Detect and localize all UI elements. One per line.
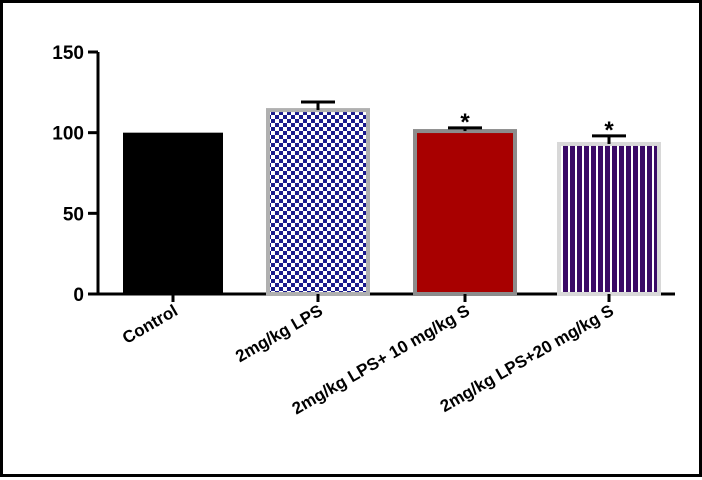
bar-3: [557, 141, 661, 296]
y-tick-label: 150: [52, 43, 84, 64]
y-tick-label: 100: [52, 124, 84, 145]
y-tick-label: 0: [73, 285, 84, 306]
bar-2: [413, 129, 517, 296]
significance-marker-3: *: [604, 117, 614, 144]
x-tick-label-1: 2mg/kg LPS: [232, 301, 326, 366]
bar-0: [123, 132, 223, 294]
significance-marker-2: *: [460, 109, 470, 136]
x-tick-label-0: Control: [119, 301, 181, 348]
y-tick-label: 50: [63, 204, 84, 225]
bar-1: [266, 108, 370, 296]
